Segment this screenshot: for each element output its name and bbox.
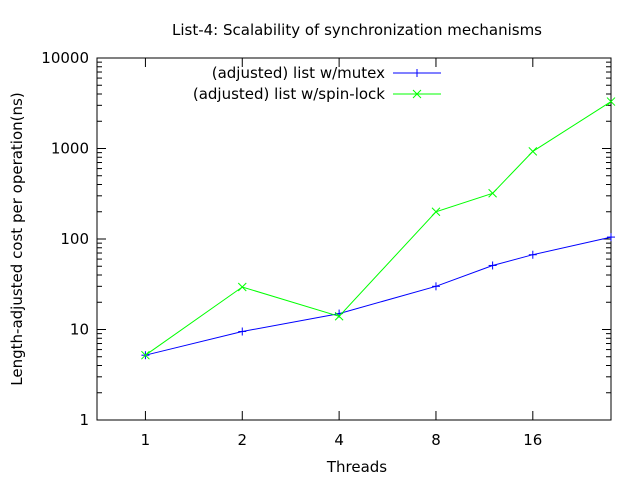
chart-title: List-4: Scalability of synchronization m… bbox=[172, 21, 542, 39]
y-axis-label: Length-adjusted cost per operation(ns) bbox=[8, 92, 26, 385]
x-axis-label: Threads bbox=[326, 458, 387, 476]
y-tick-label: 1000 bbox=[51, 140, 89, 158]
plot-frame bbox=[96, 57, 612, 421]
data-point-spin-lock bbox=[488, 188, 497, 198]
legend: (adjusted) list w/mutex (adjusted) list w… bbox=[193, 64, 441, 103]
x-axis-ticks: 1 2 4 8 16 bbox=[141, 58, 542, 449]
series-line-spin-lock bbox=[145, 101, 612, 356]
data-point-spin-lock bbox=[237, 282, 247, 292]
data-point-spin-lock bbox=[528, 146, 538, 156]
data-point-mutex bbox=[238, 327, 247, 336]
x-tick-label: 16 bbox=[523, 431, 542, 449]
legend-marker-mutex bbox=[413, 69, 421, 77]
data-point-spin-lock bbox=[431, 207, 441, 217]
y-axis-ticks: 1 10 100 1000 10000 bbox=[41, 49, 611, 429]
y-tick-label: 10 bbox=[70, 321, 89, 339]
y-tick-label: 1 bbox=[79, 411, 89, 429]
series-line-mutex bbox=[145, 236, 612, 356]
legend-label-mutex: (adjusted) list w/mutex bbox=[212, 64, 385, 82]
data-point-spin-lock bbox=[141, 350, 150, 360]
data-point-mutex bbox=[607, 233, 615, 242]
series-layer bbox=[141, 97, 616, 360]
legend-label-spin-lock: (adjusted) list w/spin-lock bbox=[193, 85, 385, 103]
data-point-mutex bbox=[488, 261, 497, 270]
x-tick-label: 1 bbox=[141, 431, 151, 449]
x-tick-label: 2 bbox=[237, 431, 247, 449]
y-tick-label: 100 bbox=[60, 230, 89, 248]
data-point-spin-lock bbox=[606, 97, 616, 106]
x-tick-label: 4 bbox=[334, 431, 344, 449]
x-tick-label: 8 bbox=[431, 431, 441, 449]
data-point-mutex bbox=[528, 250, 537, 259]
legend-marker-spin-lock bbox=[412, 89, 422, 99]
data-point-spin-lock bbox=[334, 311, 344, 321]
data-point-mutex bbox=[431, 282, 440, 291]
y-tick-label: 10000 bbox=[41, 49, 89, 67]
